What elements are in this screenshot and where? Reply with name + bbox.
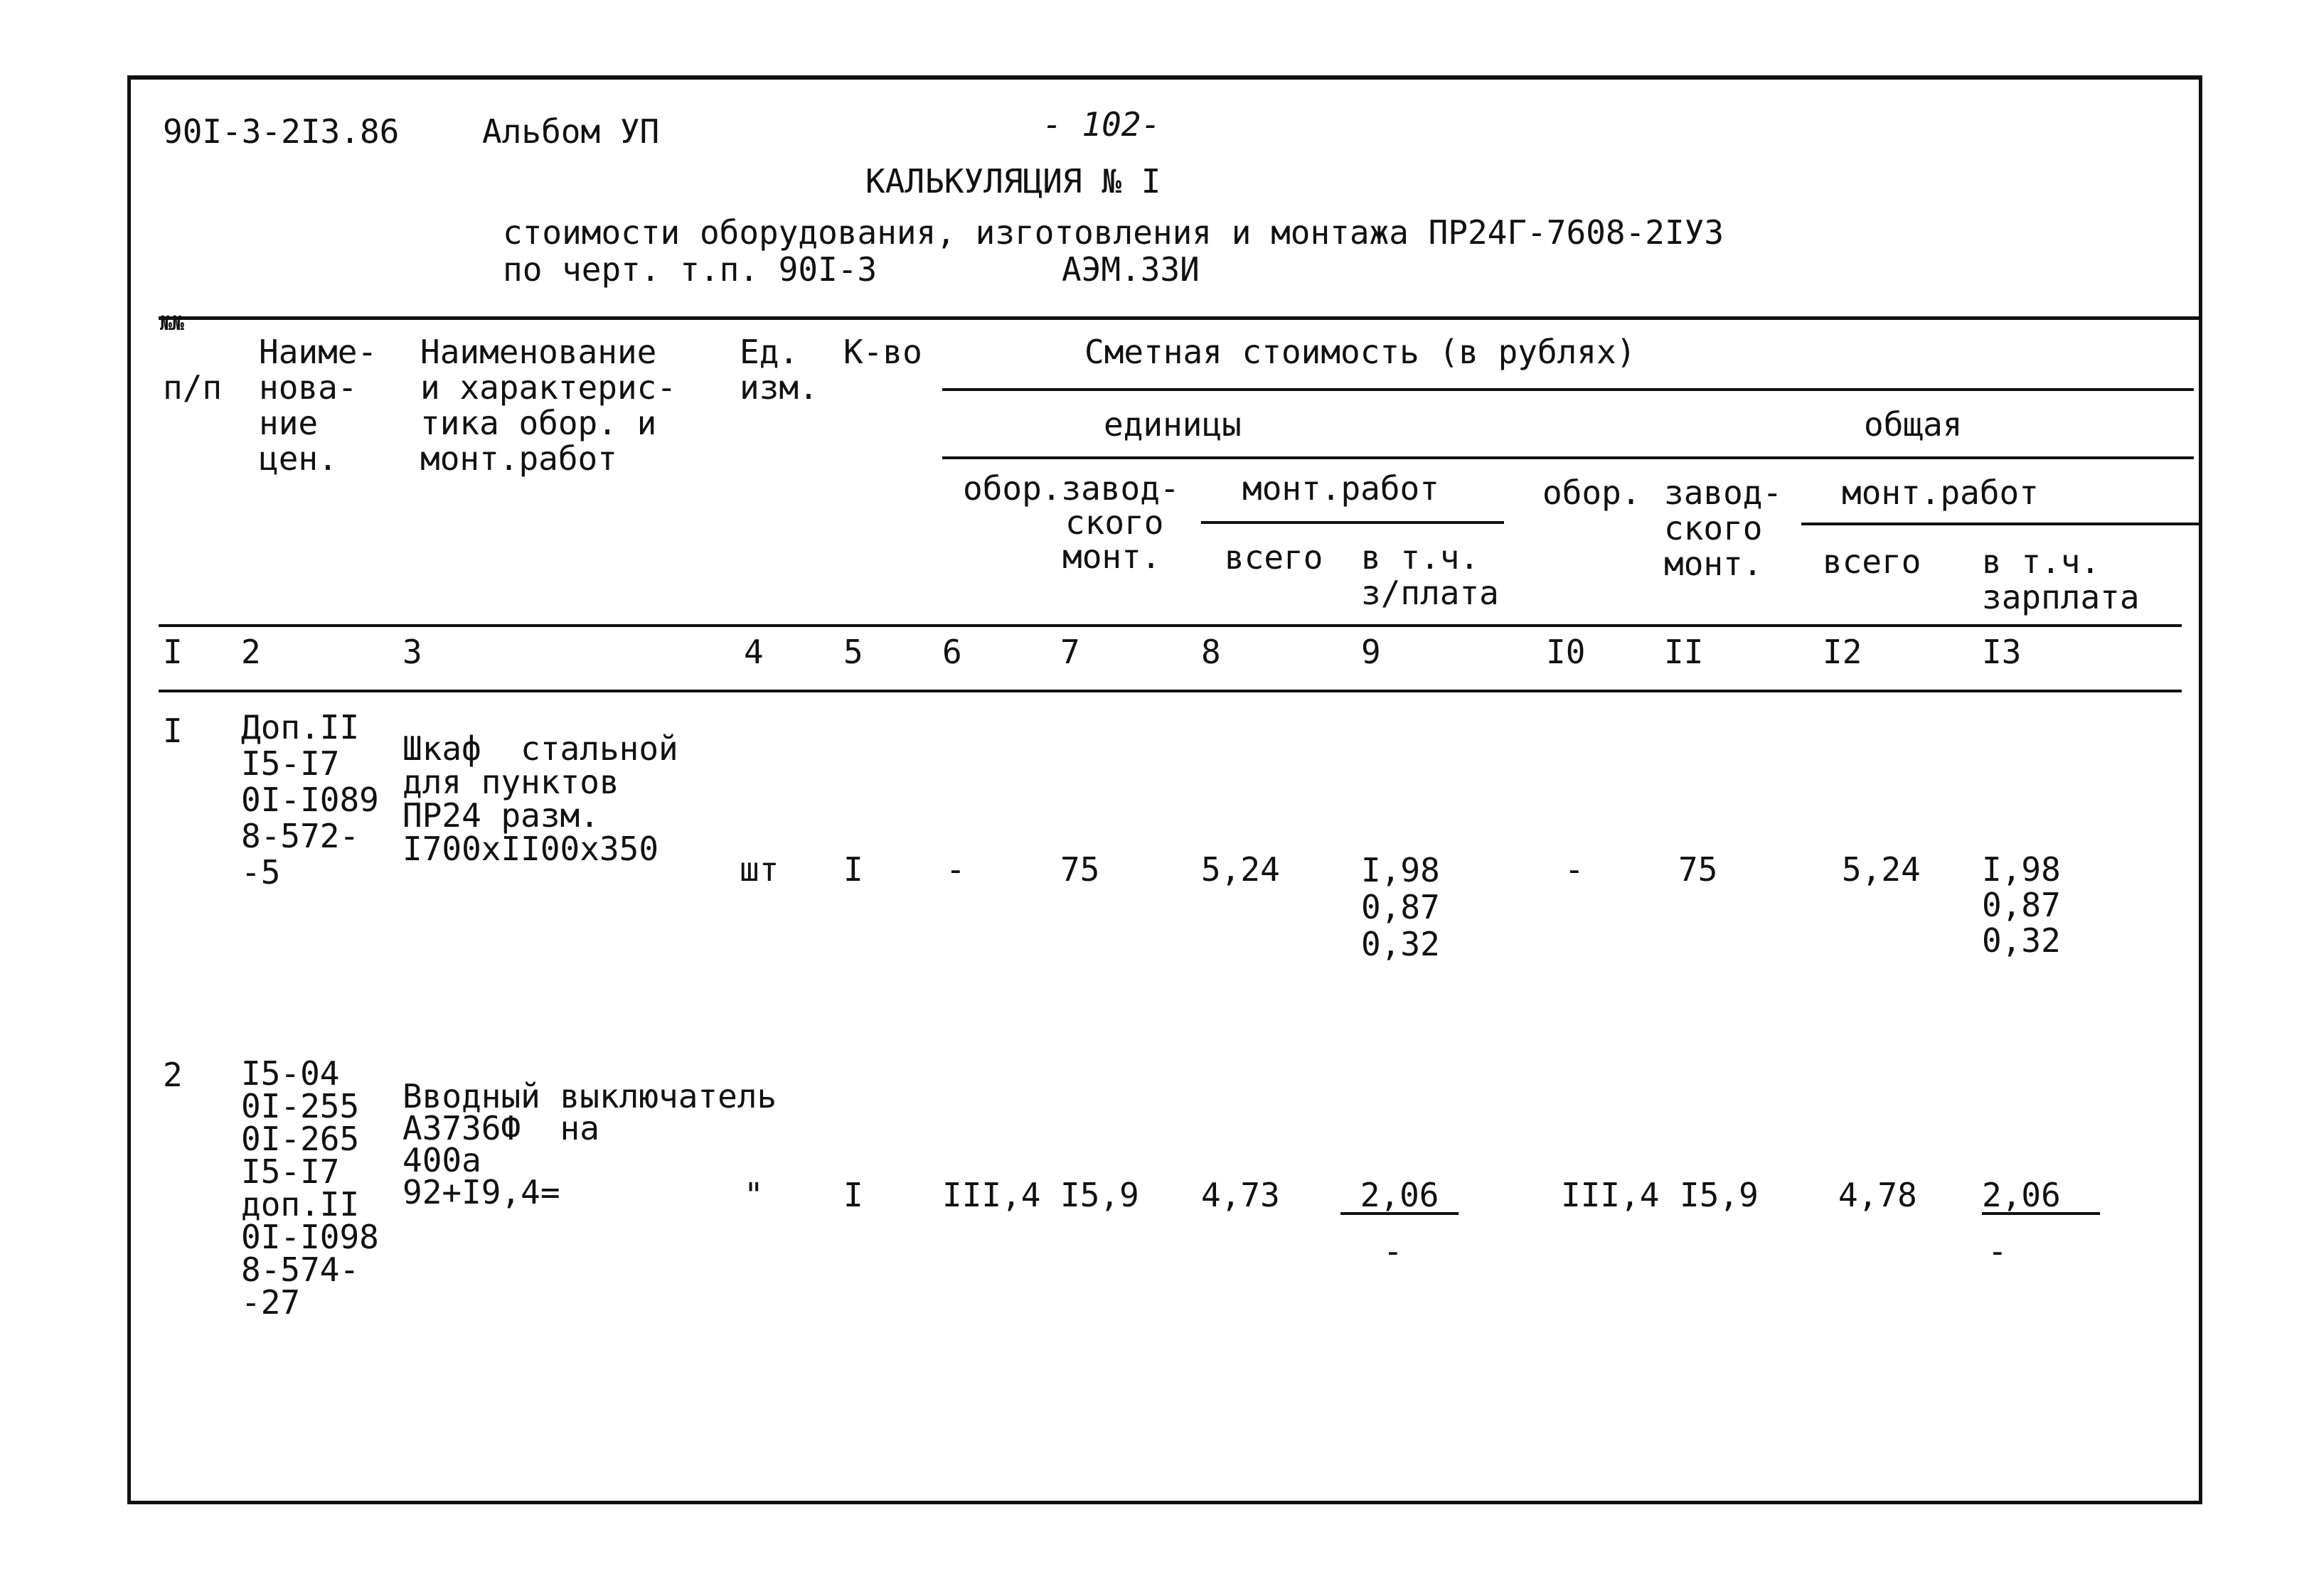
header-cost: Сметная стоимость (в рублях) [1084,333,1636,371]
unit-install-rule [1201,521,1504,524]
header-total-install-total: всего [1823,542,1921,581]
column-numbers-rule [159,690,2182,692]
unit-install-wage: 2,06 [1340,1176,1459,1214]
column-number: 7 [1060,633,1080,671]
total-equip: - [1564,850,1584,889]
price-codes: I5-04 0I-255 0I-265 I5-I7 доп.II 0I-I098… [241,1054,379,1322]
header-total-install-wage: в т.ч. зарплата [1982,542,2140,616]
header-num-a: №№ [160,311,184,335]
column-number: 8 [1201,633,1221,671]
column-number: I3 [1982,633,2022,671]
total-install-rule [1801,523,2199,525]
header-unit-install-wage: в т.ч. з/плата [1361,538,1499,612]
header-total-install: монт.работ [1842,473,2039,512]
unit-equip: - [946,850,966,889]
total-factory: I5,9 [1680,1176,1759,1214]
subtitle-line2: по черт. т.п. 90I-3 [503,250,878,289]
subtitle-ref: АЭМ.33И [1062,250,1200,289]
doc-code: 90I-3-2I3.86 [163,112,400,151]
column-number: 9 [1361,633,1381,671]
header-unit-factory-a: ского [1065,503,1164,542]
unit-install-wage: I,98 0,87 0,32 [1361,851,1440,963]
column-number: 5 [843,633,863,671]
header-price-name: Наиме- нова- ние цен. [259,333,378,478]
subtitle-line1: стоимости оборудования, изготовления и м… [503,213,1724,252]
unit-factory: 75 [1060,850,1100,889]
row-num: I [163,712,183,750]
header-unit-factory-b: монт. [1062,537,1161,576]
header-bottom-rule [159,624,2182,627]
header-unit-equip: обор.завод- [963,469,1180,508]
price-codes: Доп.II I5-I7 0I-I089 8-572- -5 [241,708,379,891]
header-unit-install: монт.работ [1242,469,1439,508]
header-total-equip: обор. [1542,473,1641,512]
table-top-rule [159,316,2201,320]
header-qty: К-во [843,333,922,371]
column-number: I0 [1546,633,1586,671]
unit-total-rule [942,456,2194,459]
column-number: 4 [744,633,764,671]
header-per-unit: единицы [1104,405,1242,444]
description: Шкаф стальной для пунктов ПР24 разм. I70… [402,729,678,868]
column-number: 3 [402,633,422,671]
header-num-b: п/п [163,368,223,407]
total-install-wage-sub: - [1988,1232,2007,1270]
column-number: 2 [241,633,261,671]
total-install-total: 5,24 [1842,850,1921,889]
unit-install-wage-sub: - [1383,1232,1403,1270]
header-unit: Ед. изм. [740,333,818,407]
qty: I [843,1176,863,1214]
column-number: 6 [942,633,962,671]
description: Вводный выключатель А3736Ф на 400а 92+I9… [402,1077,777,1211]
total-equip: III,4 [1561,1176,1660,1214]
header-unit-install-total: всего [1225,538,1323,577]
page-title: КАЛЬКУЛЯЦИЯ № I [865,162,1161,200]
header-item-name: Наименование и характерис- тика обор. и … [420,333,677,478]
page-frame [127,75,2202,1504]
total-install-wage: 2,06 [1982,1176,2101,1214]
total-install-total: 4,78 [1838,1176,1917,1214]
row-num: 2 [163,1056,183,1094]
unit-install-total: 4,73 [1201,1176,1280,1214]
unit-factory: I5,9 [1060,1176,1139,1214]
header-total: общая [1864,405,1963,444]
qty: I [843,850,863,889]
total-factory: 75 [1678,850,1718,889]
column-number: I2 [1823,633,1862,671]
page-number: - 102- [1042,105,1161,144]
column-number: II [1664,633,1704,671]
unit-equip: III,4 [942,1176,1041,1214]
cost-rule [942,388,2194,391]
unit: шт [740,850,779,889]
header-total-factory: завод- ского монт. [1664,473,1783,583]
column-number: I [163,633,183,671]
unit-install-total: 5,24 [1201,850,1280,889]
album-label: Альбом УП [482,112,660,151]
total-install-wage: I,98 0,87 0,32 [1982,850,2061,960]
unit: " [744,1176,764,1214]
